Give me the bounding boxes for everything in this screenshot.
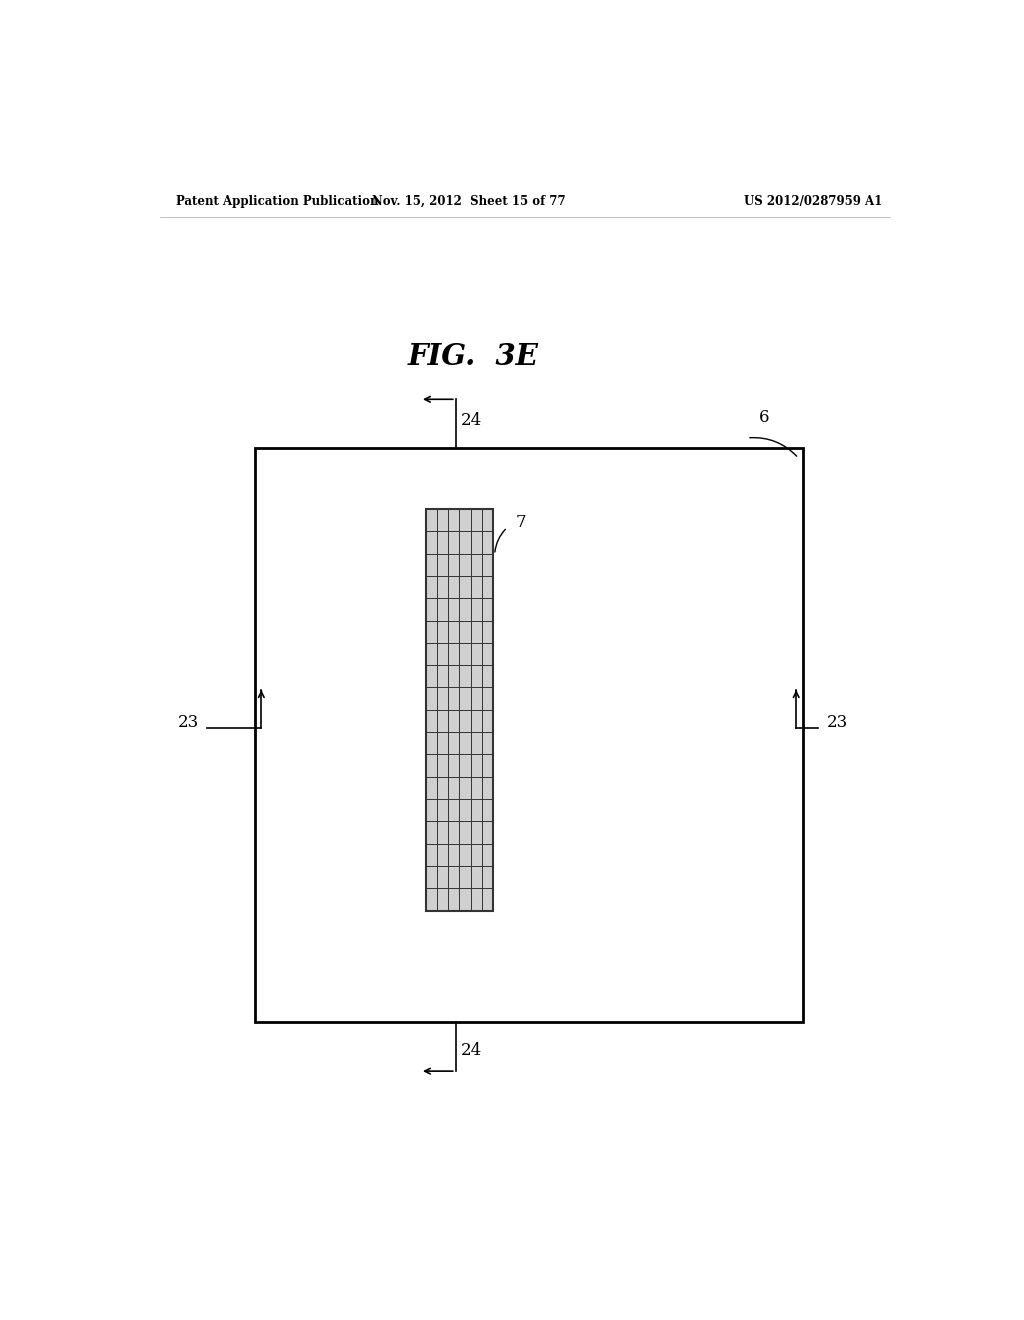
Text: Patent Application Publication: Patent Application Publication [176, 194, 378, 207]
Text: 24: 24 [461, 1043, 482, 1059]
Text: Nov. 15, 2012  Sheet 15 of 77: Nov. 15, 2012 Sheet 15 of 77 [373, 194, 566, 207]
Text: FIG.  3E: FIG. 3E [408, 342, 539, 371]
Bar [255, 447, 803, 1022]
Bar [426, 510, 494, 911]
Text: 7: 7 [515, 513, 526, 531]
Text: 6: 6 [759, 409, 769, 426]
Text: 23: 23 [826, 714, 848, 731]
Bar [426, 510, 494, 911]
Text: 23: 23 [178, 714, 200, 731]
Text: 24: 24 [461, 412, 482, 429]
Text: US 2012/0287959 A1: US 2012/0287959 A1 [743, 194, 882, 207]
